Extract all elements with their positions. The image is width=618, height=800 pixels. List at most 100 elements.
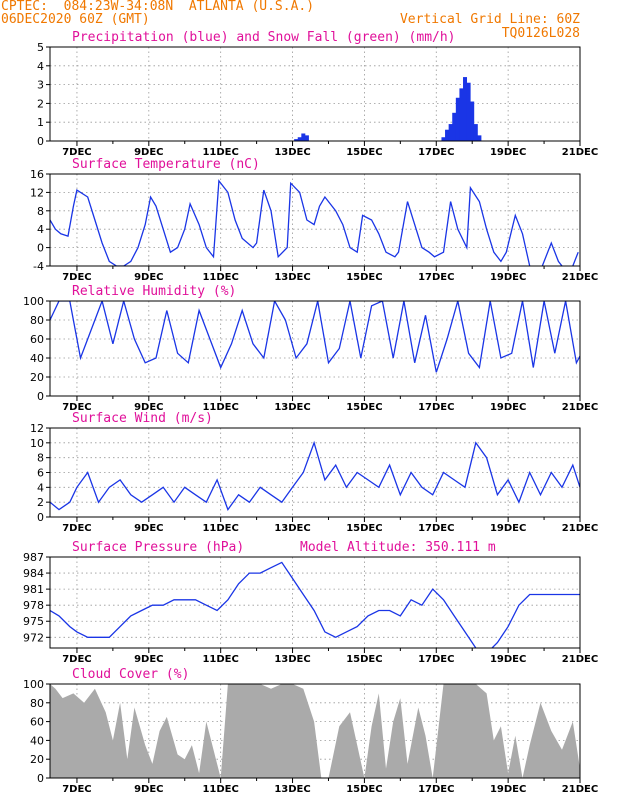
x-tick-label: 11DEC [202,523,238,534]
panel-title: Precipitation (blue) and Snow Fall (gree… [72,30,456,45]
plot-frame [49,46,581,142]
x-tick-label: 15DEC [346,272,382,283]
plot-frame [49,683,581,779]
panel-title: Relative Humidity (%) [72,284,236,299]
y-tick-label: 4 [37,223,44,236]
x-tick-label: 19DEC [490,402,526,413]
x-tick-label: 11DEC [202,272,238,283]
x-tick-label: 17DEC [418,784,454,795]
y-tick-label: 0 [37,772,44,785]
x-tick-label: 21DEC [562,523,598,534]
panel-title: Cloud Cover (%) [72,667,189,682]
precip-bar [297,137,302,141]
series-group [50,301,580,373]
x-tick-label: 21DEC [562,272,598,283]
header-grid-note: Vertical Grid Line: 60Z [399,12,580,27]
y-tick-label: 80 [30,314,44,327]
x-tick-label: 7DEC [62,784,91,795]
y-tick-label: 40 [30,734,44,747]
x-tick-label: 13DEC [274,784,310,795]
x-tick-label: 17DEC [418,147,454,158]
precip-bar [473,124,478,141]
x-tick-label: 19DEC [490,654,526,665]
x-tick-label: 9DEC [134,272,163,283]
y-tick-label: 975 [23,615,44,628]
precip-bar [301,133,306,141]
x-tick-label: 15DEC [346,402,382,413]
grid [50,46,580,141]
y-tick-label: 80 [30,697,44,710]
precip-bar [441,137,446,141]
y-tick-label: 0 [37,511,44,524]
x-tick-label: 15DEC [346,147,382,158]
x-tick-label: 9DEC [134,654,163,665]
precip-bar [459,88,464,141]
x-tick-label: 11DEC [202,147,238,158]
series-line [50,440,580,511]
y-tick-label: 0 [37,135,44,148]
x-tick-label: 15DEC [346,523,382,534]
panel-annotation: Model Altitude: 350.111 m [300,540,496,555]
plot-frame [49,173,581,267]
x-tick-label: 11DEC [202,402,238,413]
y-tick-label: 2 [37,97,44,110]
x-tick-label: 9DEC [134,523,163,534]
x-tick-label: 9DEC [134,402,163,413]
x-tick-label: 11DEC [202,784,238,795]
series-group [50,179,579,266]
y-tick-label: 984 [23,567,44,580]
series-line [50,179,579,266]
series-group [294,77,482,141]
series-group [50,440,580,511]
precip-bar [448,124,453,141]
x-tick-label: 19DEC [490,147,526,158]
series-group [50,684,580,778]
x-tick-label: 11DEC [202,654,238,665]
panel-4: Surface Wind (m/s) 0 2 46 8 10 12 7DEC 9DEC 11DEC… [30,411,598,534]
precip-bar [452,112,457,141]
y-tick-label: 60 [30,333,44,346]
y-tick-label: 0 [37,390,44,403]
x-tick-label: 19DEC [490,784,526,795]
plot-frame [49,300,581,397]
y-tick-label: 40 [30,352,44,365]
grid [50,427,580,517]
y-tick-label: 12 [30,422,44,435]
y-tick-label: 1 [37,116,44,129]
cloud-cover-area [50,684,580,778]
x-tick-label: 13DEC [274,654,310,665]
x-tick-label: 17DEC [418,402,454,413]
x-tick-label: 13DEC [274,147,310,158]
x-tick-label: 7DEC [62,272,91,283]
y-tick-label: 978 [23,599,44,612]
panel-title: Surface Pressure (hPa) [72,540,244,555]
x-tick-label: 21DEC [562,654,598,665]
header-line-2: 06DEC2020 60Z (GMT) [1,12,150,27]
precip-bar [463,77,468,141]
panel-title: Surface Wind (m/s) [72,411,213,426]
header-line-1: CPTEC: 084:23W-34:08N ATLANTA (U.S.A.) [1,0,315,14]
x-tick-label: 17DEC [418,272,454,283]
panel-6: Cloud Cover (%) 0 20 40 60 80 100 7DEC 9DEC 11DEC… [23,667,598,795]
precip-bar [304,135,309,141]
y-tick-label: 10 [30,437,44,450]
y-tick-label: 12 [30,186,44,199]
x-tick-label: 9DEC [134,784,163,795]
x-tick-label: 7DEC [62,147,91,158]
precip-bar [455,97,460,141]
x-tick-label: 13DEC [274,523,310,534]
header-model-code: TQ0126L028 [501,26,580,41]
x-tick-label: 7DEC [62,402,91,413]
grid [50,556,580,648]
y-tick-label: 972 [23,631,44,644]
y-tick-label: 981 [23,583,44,596]
precip-bar [445,129,450,141]
y-tick-label: 987 [23,551,44,564]
y-tick-label: 8 [37,452,44,465]
x-tick-label: 15DEC [346,784,382,795]
grid [50,300,580,396]
y-tick-label: 4 [37,60,44,73]
x-tick-label: 19DEC [490,272,526,283]
y-tick-label: 20 [30,753,44,766]
